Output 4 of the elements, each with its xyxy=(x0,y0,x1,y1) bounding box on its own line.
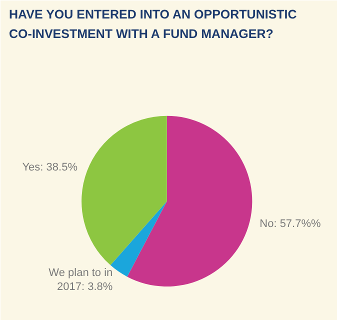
slice-label: We plan to in 2017: 3.8% xyxy=(48,266,113,294)
slice-label: Yes: 38.5% xyxy=(22,161,78,174)
chart-title: HAVE YOU ENTERED INTO AN OPPORTUNISTIC CO-INVESTMENT WITH A FUND MANAGER? xyxy=(9,7,297,41)
slice-label: No: 57.7%% xyxy=(260,218,322,230)
